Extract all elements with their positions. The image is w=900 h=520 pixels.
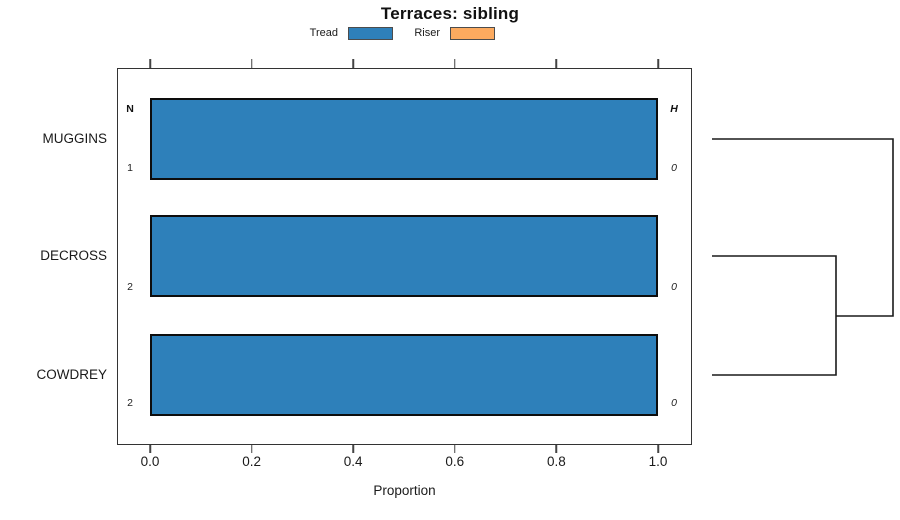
- bar-muggins-tread: [150, 98, 658, 180]
- n-value-cowdrey: 2: [127, 397, 133, 409]
- x-tick-label: 0.2: [242, 454, 261, 469]
- bar-decross-tread: [150, 215, 658, 297]
- n-column-header: N: [126, 103, 134, 115]
- h-column-header: H: [670, 103, 678, 115]
- top-tick-1.0: [657, 59, 659, 68]
- category-label-decross: DECROSS: [40, 248, 107, 263]
- category-label-muggins: MUGGINS: [42, 131, 107, 146]
- x-tick-label: 1.0: [648, 454, 668, 469]
- x-tick-label: 0.4: [343, 454, 363, 469]
- x-tick-label: 0.6: [445, 454, 465, 469]
- chart-title: Terraces: sibling: [380, 4, 520, 23]
- legend-swatch-tread: [348, 27, 393, 40]
- top-tick-0.2: [250, 59, 253, 68]
- n-value-decross: 2: [127, 281, 133, 293]
- h-value-cowdrey: 0: [671, 397, 677, 409]
- bottom-tick-0.0: [149, 445, 151, 453]
- x-axis-title: Proportion: [373, 483, 436, 498]
- dendrogram-lines: [712, 138, 894, 376]
- bar-cowdrey-tread: [150, 334, 658, 416]
- bottom-tick-1.0: [657, 445, 659, 453]
- h-value-muggins: 0: [671, 162, 677, 174]
- bottom-tick-0.4: [352, 445, 354, 453]
- legend-swatch-riser: [450, 27, 495, 40]
- bottom-tick-0.6: [454, 445, 456, 453]
- bottom-tick-0.2: [250, 445, 253, 453]
- top-tick-0.0: [149, 59, 151, 68]
- x-tick-label: 0.8: [547, 454, 566, 469]
- legend-label-tread: Tread: [309, 27, 338, 39]
- legend-label-riser: Riser: [414, 27, 440, 39]
- top-tick-0.8: [555, 59, 558, 68]
- top-tick-0.6: [454, 59, 456, 68]
- n-value-muggins: 1: [127, 162, 133, 174]
- h-value-decross: 0: [671, 281, 677, 293]
- top-tick-0.4: [352, 59, 354, 68]
- bottom-tick-0.8: [555, 445, 558, 453]
- category-label-cowdrey: COWDREY: [36, 367, 108, 382]
- x-tick-label: 0.0: [140, 454, 160, 469]
